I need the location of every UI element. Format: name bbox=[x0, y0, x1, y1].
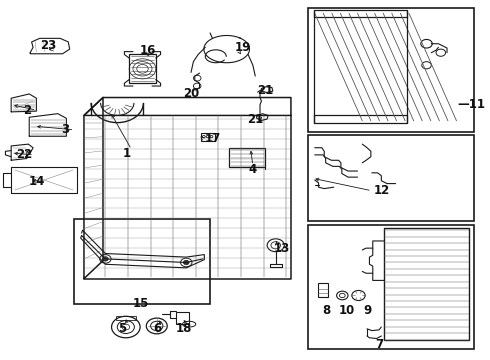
Bar bbox=[314, 116, 407, 123]
Bar bbox=[129, 54, 156, 83]
Circle shape bbox=[102, 257, 108, 261]
Bar bbox=[229, 148, 265, 167]
Bar bbox=[384, 228, 469, 339]
Text: 9: 9 bbox=[363, 305, 371, 318]
Circle shape bbox=[183, 260, 189, 265]
Text: 14: 14 bbox=[28, 175, 45, 188]
Text: 7: 7 bbox=[375, 338, 383, 351]
Bar bbox=[308, 8, 474, 132]
Text: 20: 20 bbox=[183, 87, 199, 100]
Text: 13: 13 bbox=[273, 242, 290, 255]
Text: 5: 5 bbox=[118, 322, 126, 335]
Text: 22: 22 bbox=[16, 148, 33, 161]
Bar bbox=[200, 133, 215, 140]
Text: 18: 18 bbox=[176, 322, 192, 335]
Text: 3: 3 bbox=[61, 123, 69, 136]
Text: 21: 21 bbox=[257, 84, 273, 97]
Text: 12: 12 bbox=[373, 184, 390, 197]
Bar bbox=[74, 220, 210, 304]
Text: 15: 15 bbox=[133, 297, 149, 310]
Text: 16: 16 bbox=[140, 44, 156, 57]
Text: 21: 21 bbox=[247, 113, 263, 126]
Text: 19: 19 bbox=[235, 41, 251, 54]
Bar bbox=[314, 10, 407, 17]
Bar bbox=[116, 316, 136, 320]
Text: 4: 4 bbox=[249, 163, 257, 176]
Text: 17: 17 bbox=[204, 132, 220, 145]
Bar bbox=[176, 312, 189, 324]
Bar bbox=[308, 135, 474, 221]
Text: 10: 10 bbox=[339, 305, 355, 318]
Bar bbox=[308, 225, 474, 348]
Bar bbox=[318, 283, 328, 297]
Text: —11: —11 bbox=[458, 98, 486, 111]
Text: 1: 1 bbox=[122, 147, 131, 159]
Text: 8: 8 bbox=[322, 305, 331, 318]
Text: 6: 6 bbox=[153, 322, 162, 335]
Text: 23: 23 bbox=[40, 39, 56, 52]
Text: 2: 2 bbox=[23, 104, 31, 117]
